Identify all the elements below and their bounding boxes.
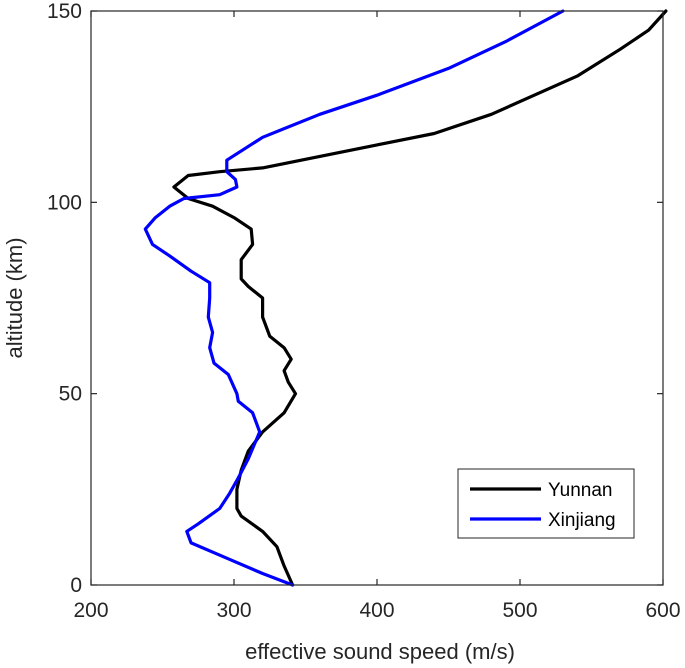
x-axis-label: effective sound speed (m/s) [245, 639, 515, 664]
series-layer [143, 9, 668, 587]
series-line-xinjiang [143, 9, 565, 587]
x-tick-label: 200 [73, 599, 108, 622]
legend: Yunnan Xinjiang [457, 468, 635, 539]
x-tick-label: 300 [216, 599, 251, 622]
legend-box [457, 468, 635, 539]
y-tick-label: 150 [47, 0, 82, 23]
legend-label-xinjiang: Xinjiang [548, 510, 616, 531]
x-tick-label: 400 [359, 599, 394, 622]
tick-layer: 200 300 400 500 600 0 50 100 150 [47, 0, 681, 622]
y-tick-label: 0 [70, 574, 82, 597]
legend-label-yunnan: Yunnan [548, 480, 612, 501]
x-tick-label: 600 [645, 599, 680, 622]
series-line-yunnan [172, 9, 668, 587]
y-axis-label: altitude (km) [2, 237, 27, 358]
y-tick-label: 100 [47, 191, 82, 214]
x-tick-label: 500 [502, 599, 537, 622]
y-tick-label: 50 [59, 383, 82, 406]
